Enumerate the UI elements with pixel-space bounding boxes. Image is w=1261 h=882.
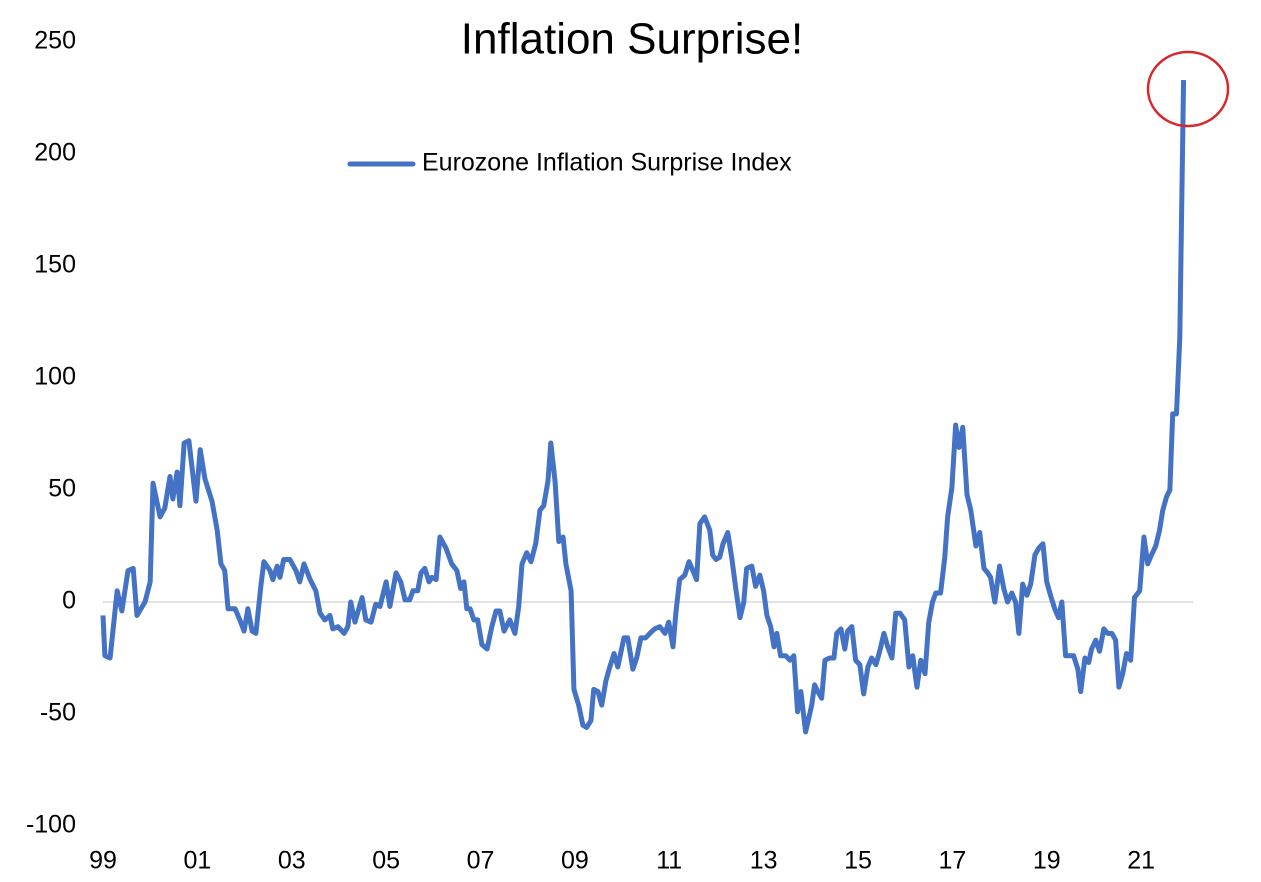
highlight-circle xyxy=(1146,50,1230,128)
x-tick-label: 15 xyxy=(844,847,872,875)
legend-label: Eurozone Inflation Surprise Index xyxy=(422,149,792,177)
y-tick-label: 0 xyxy=(62,587,76,615)
y-tick-label: 100 xyxy=(34,363,76,391)
series-line xyxy=(100,80,1187,735)
x-tick-label: 13 xyxy=(750,847,778,875)
x-tick-label: 01 xyxy=(183,847,211,875)
x-tick-label: 09 xyxy=(561,847,589,875)
x-tick-label: 99 xyxy=(89,847,117,875)
x-tick-label: 17 xyxy=(938,847,966,875)
x-tick-label: 19 xyxy=(1033,847,1061,875)
y-tick-label: -50 xyxy=(40,699,76,727)
y-tick-label: 250 xyxy=(34,27,76,55)
x-tick-label: 21 xyxy=(1127,847,1155,875)
y-tick-label: 150 xyxy=(34,251,76,279)
x-tick-label: 03 xyxy=(278,847,306,875)
y-tick-label: 200 xyxy=(34,139,76,167)
y-tick-label: 50 xyxy=(48,475,76,503)
x-tick-label: 11 xyxy=(656,847,682,875)
x-tick-label: 05 xyxy=(372,847,400,875)
legend: Eurozone Inflation Surprise Index xyxy=(347,149,792,177)
chart-title: Inflation Surprise! xyxy=(461,15,803,64)
y-tick-label: -100 xyxy=(26,811,76,839)
x-tick-label: 07 xyxy=(467,847,495,875)
